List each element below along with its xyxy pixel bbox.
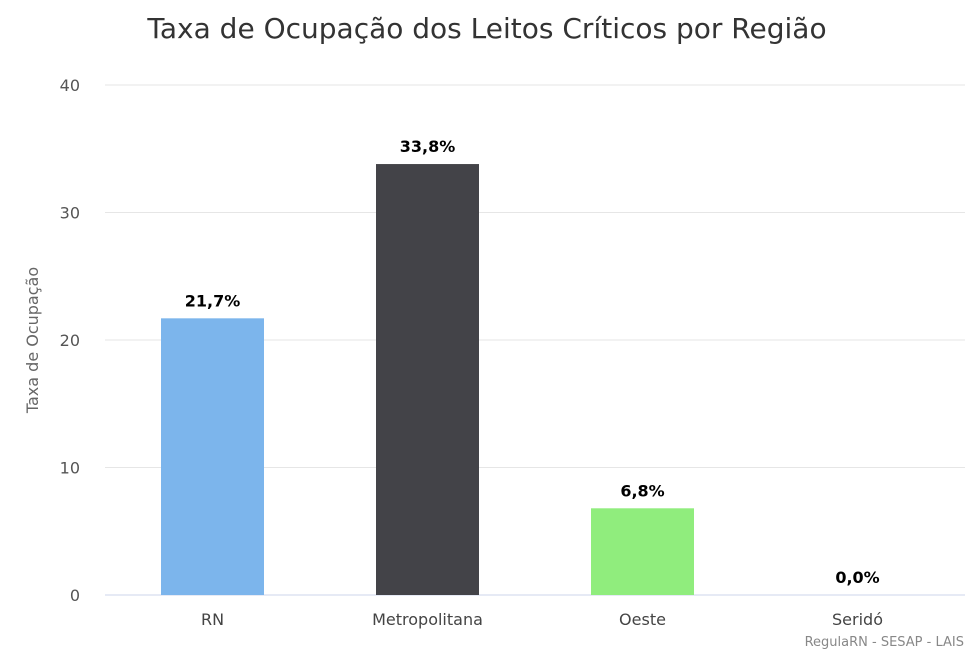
data-label-serido: 0,0% <box>835 568 879 587</box>
data-label-metropolitana: 33,8% <box>400 137 456 156</box>
bars <box>161 164 694 596</box>
chart-title: Taxa de Ocupação dos Leitos Críticos por… <box>146 12 826 45</box>
y-axis-title: Taxa de Ocupação <box>23 267 42 414</box>
data-label-oeste: 6,8% <box>620 481 664 500</box>
bar-metropolitana <box>376 164 479 596</box>
y-tick-label-0: 0 <box>70 586 80 605</box>
chart-credits: RegulaRN - SESAP - LAIS <box>805 635 964 650</box>
bar-oeste <box>591 508 694 595</box>
x-category-label-metropolitana: Metropolitana <box>372 610 483 629</box>
y-axis-tick-labels: 0 10 20 30 40 <box>60 76 80 605</box>
x-category-label-serido: Seridó <box>832 610 883 629</box>
x-category-label-rn: RN <box>201 610 224 629</box>
y-tick-label-40: 40 <box>60 76 80 95</box>
y-tick-label-30: 30 <box>60 204 80 223</box>
x-category-label-oeste: Oeste <box>619 610 666 629</box>
data-label-rn: 21,7% <box>185 291 241 310</box>
bar-rn <box>161 318 264 595</box>
y-tick-label-20: 20 <box>60 331 80 350</box>
data-labels: 21,7% 33,8% 6,8% 0,0% <box>185 137 880 587</box>
y-tick-label-10: 10 <box>60 459 80 478</box>
x-axis-category-labels: RN Metropolitana Oeste Seridó <box>201 610 883 629</box>
